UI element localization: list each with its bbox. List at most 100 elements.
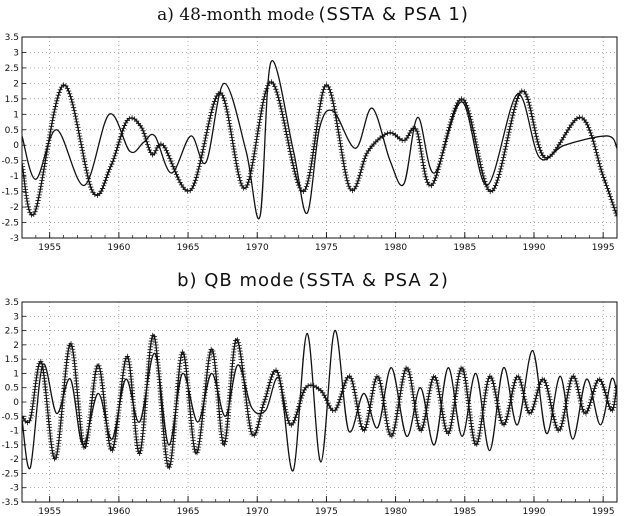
chart-a-series-0-marker-329 [305, 178, 311, 184]
chart-b-series-0-marker-4 [27, 418, 33, 424]
chart-a-series-0-marker-387 [339, 149, 345, 155]
chart-b-series-0-marker-928 [529, 407, 536, 413]
chart-a-series-0-marker-540 [502, 149, 508, 155]
chart-b-series-0-marker-973 [566, 386, 572, 393]
chart-b-series-0-marker-229 [124, 353, 130, 359]
chart-b-series-0-marker-808 [449, 414, 456, 420]
chart-a-series-0-marker-149 [146, 147, 153, 153]
chart-b-series-0-marker-692 [372, 376, 379, 382]
chart-b-series-0-marker-846 [468, 423, 475, 430]
chart-a-series-0-marker-217 [223, 103, 229, 109]
chart-b-ytick-label-10: -1.5 [1, 441, 19, 451]
chart-b-series-0-marker-831 [463, 380, 469, 386]
chart-a-series-0-marker-410 [359, 164, 365, 170]
chart-a-series-0-marker-23 [34, 200, 41, 206]
chart-b-series-0-marker-537 [236, 345, 243, 351]
chart-a-series-0-marker-135 [126, 115, 132, 122]
chart-a-series-0-marker-612 [587, 127, 593, 133]
chart-a-series-0-marker-26 [36, 192, 42, 198]
chart-b-series-0-marker-797 [441, 417, 447, 423]
chart-a-series-0-marker-308 [286, 143, 292, 149]
chart-b-series-0-marker-854 [475, 438, 481, 445]
chart-a-series-0-marker-0 [22, 161, 25, 167]
chart-a-series-0-marker-152 [152, 150, 158, 156]
chart-a-series-0-marker-623 [596, 158, 602, 164]
chart-b-series-0-marker-634 [321, 392, 327, 398]
chart-b-series-0-marker-760 [415, 423, 422, 429]
chart-a-series-0-marker-31 [39, 178, 45, 184]
chart-b-series-0-marker-226 [121, 361, 128, 367]
chart-b-series-0-marker-851 [471, 438, 477, 444]
chart-a-xtick-label-7: 1990 [523, 243, 546, 253]
chart-a-series-0-marker-228 [229, 135, 235, 141]
chart-b-series-0-marker-850 [470, 435, 476, 441]
chart-a-series-0-marker-536 [499, 160, 505, 166]
chart-b-series-0-marker-984 [576, 389, 582, 395]
chart-a-series-0-marker-335 [308, 161, 315, 167]
chart-b-series-0-marker-197 [110, 444, 117, 451]
chart-a-series-0-marker-350 [315, 118, 321, 124]
chart-b-series-0-marker-732 [398, 385, 404, 391]
chart-b-series-0-marker-163 [93, 369, 99, 375]
chart-b-series-0-marker-745 [408, 380, 414, 386]
chart-a-series-0-marker-461 [431, 178, 438, 184]
chart-b-series-0-marker-800 [443, 426, 449, 432]
chart-b-series-0-marker-855 [475, 436, 482, 442]
chart-b-series-0-marker-564 [247, 423, 253, 429]
chart-b-series-0-marker-949 [548, 402, 554, 408]
chart-a-series-0-marker-460 [430, 180, 436, 186]
chart-b-series-0-marker-566 [248, 428, 254, 435]
chart-b-series-0-marker-678 [365, 416, 371, 422]
chart-b-series-0-marker-636 [324, 397, 330, 404]
chart-a-series-0-marker-572 [529, 113, 535, 120]
chart-a-series-0-marker-300 [281, 120, 287, 126]
chart-b-series-0-marker-261 [135, 445, 141, 452]
chart-b-series-0-marker-679 [365, 413, 372, 419]
chart-b-series-0-marker-661 [352, 392, 358, 398]
chart-a-series-0-marker-331 [306, 172, 312, 178]
chart-b-series-0-marker-495 [219, 437, 225, 443]
chart-a-series-0-marker-27 [37, 189, 43, 195]
chart-a-series-0-marker-88 [79, 144, 85, 151]
chart-a-series-0-marker-126 [116, 139, 122, 145]
chart-a-series-0-marker-637 [608, 196, 614, 202]
chart-b-series-0-marker-8 [29, 406, 35, 413]
chart-b-series-0-marker-971 [564, 392, 571, 398]
chart-a-series-0-marker-215 [221, 98, 228, 104]
chart-b-series-0-marker-875 [485, 378, 491, 385]
chart-a-series-0-marker-564 [523, 91, 529, 97]
chart-b-series-0-marker-671 [358, 421, 364, 427]
chart-b-series-0-marker-787 [436, 389, 442, 395]
chart-b-series-0-marker-394 [182, 357, 188, 363]
chart-b-series-0-marker-878 [489, 375, 495, 381]
chart-b-series-0-marker-578 [259, 404, 265, 411]
chart-b-series-0-marker-768 [423, 411, 429, 417]
chart-b-series-0-marker-430 [196, 441, 202, 447]
chart-b-xtick-label-2: 1965 [177, 507, 200, 516]
chart-b-series-0-marker-1001 [591, 386, 597, 392]
chart-b-series-0-marker-823 [456, 371, 462, 377]
chart-a-series-0-marker-305 [284, 134, 290, 140]
chart-a-series-0-marker-304 [284, 131, 290, 138]
chart-a-series-0-marker-208 [211, 98, 218, 105]
chart-b-series-0-marker-740 [405, 366, 411, 372]
chart-a-series-0-marker-388 [339, 152, 345, 158]
chart-a-series-0-marker-108 [98, 188, 104, 194]
chart-a-series-0-marker-206 [210, 104, 216, 110]
chart-a-series-0-marker-337 [309, 155, 315, 161]
chart-a-series-0-marker-295 [278, 106, 284, 112]
chart-a-series-0-marker-530 [494, 177, 501, 183]
chart-b-series-0-marker-931 [532, 398, 538, 404]
chart-b-series-0-marker-538 [237, 348, 243, 354]
chart-b-series-0-marker-224 [121, 367, 127, 373]
chart-a-series-0-marker-382 [336, 135, 343, 141]
chart-b-series-0-marker-901 [506, 405, 512, 411]
chart-a-series-0-marker-399 [346, 183, 352, 189]
chart-a-series-0-marker-123 [113, 147, 120, 153]
chart-a-xtick-label-2: 1965 [177, 243, 200, 253]
chart-a-series-0-marker-581 [535, 139, 541, 145]
chart-b-series-0-marker-677 [364, 419, 370, 425]
chart-a-series-0-marker-306 [285, 137, 291, 143]
chart-b-series-0-marker-498 [222, 438, 228, 445]
chart-b-series-0-marker-708 [383, 415, 389, 421]
